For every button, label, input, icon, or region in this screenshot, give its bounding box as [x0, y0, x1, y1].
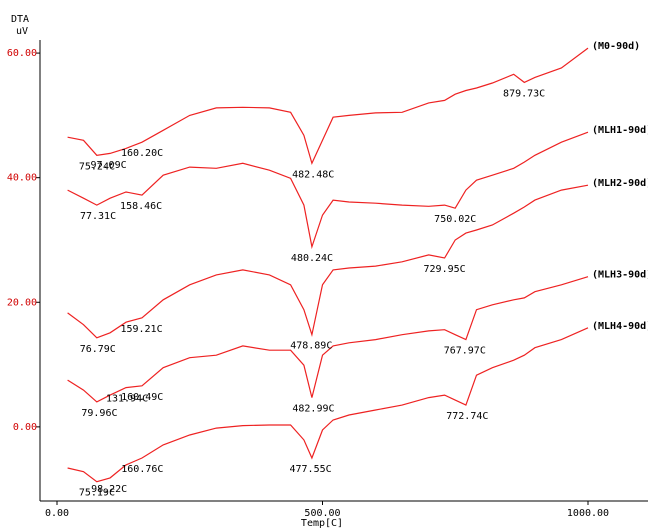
peak-annotation: 131.94C: [106, 394, 148, 405]
peak-annotation: 482.48C: [292, 169, 334, 180]
peak-annotation: 158.46C: [120, 201, 162, 212]
peak-annotation: 767.97C: [444, 346, 486, 357]
peak-annotation: 76.79C: [80, 344, 116, 355]
series-line: [67, 276, 589, 403]
peak-annotation: 480.24C: [291, 253, 333, 264]
peak-annotation: 772.74C: [446, 411, 488, 422]
peak-annotation: 75.19C: [79, 488, 115, 499]
peak-annotation: 160.20C: [121, 148, 163, 159]
peak-annotation: 477.55C: [289, 464, 331, 475]
peak-annotation: 160.49C: [121, 392, 163, 403]
peak-annotation: 79.96C: [81, 408, 117, 419]
peak-annotation: 159.21C: [120, 324, 162, 335]
series-label: (MLH2-90d): [592, 178, 648, 189]
peak-annotation: 482.99C: [292, 404, 334, 415]
y-tick-label: 60.00: [7, 48, 37, 59]
peak-annotation: 478.89C: [290, 341, 332, 352]
y-axis-title: DTA: [11, 14, 29, 25]
series-line: [67, 47, 589, 166]
y-tick-label: 20.00: [7, 297, 37, 308]
peak-annotation: 75.24C: [79, 161, 115, 172]
x-axis-title: Temp[C]: [301, 518, 343, 529]
x-tick-label: 0.00: [45, 508, 69, 519]
peak-annotation: 77.31C: [80, 211, 116, 222]
peak-annotation: 98.22C: [91, 484, 127, 495]
peak-annotation: 750.02C: [434, 214, 476, 225]
y-tick-label: 40.00: [7, 173, 37, 184]
series-label: (MLH4-90d): [592, 321, 648, 332]
x-tick-label: 1000.00: [567, 508, 609, 519]
series-line: [67, 131, 589, 250]
peak-annotation: 160.76C: [121, 464, 163, 475]
peak-annotation: 879.73C: [503, 88, 545, 99]
peak-annotation: 97.09C: [90, 160, 126, 171]
series-label: (MLH1-90d): [592, 125, 648, 136]
series-label: (MLH3-90d): [592, 270, 648, 281]
y-axis-unit: uV: [16, 26, 28, 37]
series-line: [67, 327, 589, 483]
x-tick-label: 500.00: [304, 508, 340, 519]
peak-annotation: 729.95C: [424, 264, 466, 275]
series-label: (M0-90d): [592, 41, 640, 52]
y-tick-label: 0.00: [13, 422, 37, 433]
series-line: [67, 184, 589, 339]
